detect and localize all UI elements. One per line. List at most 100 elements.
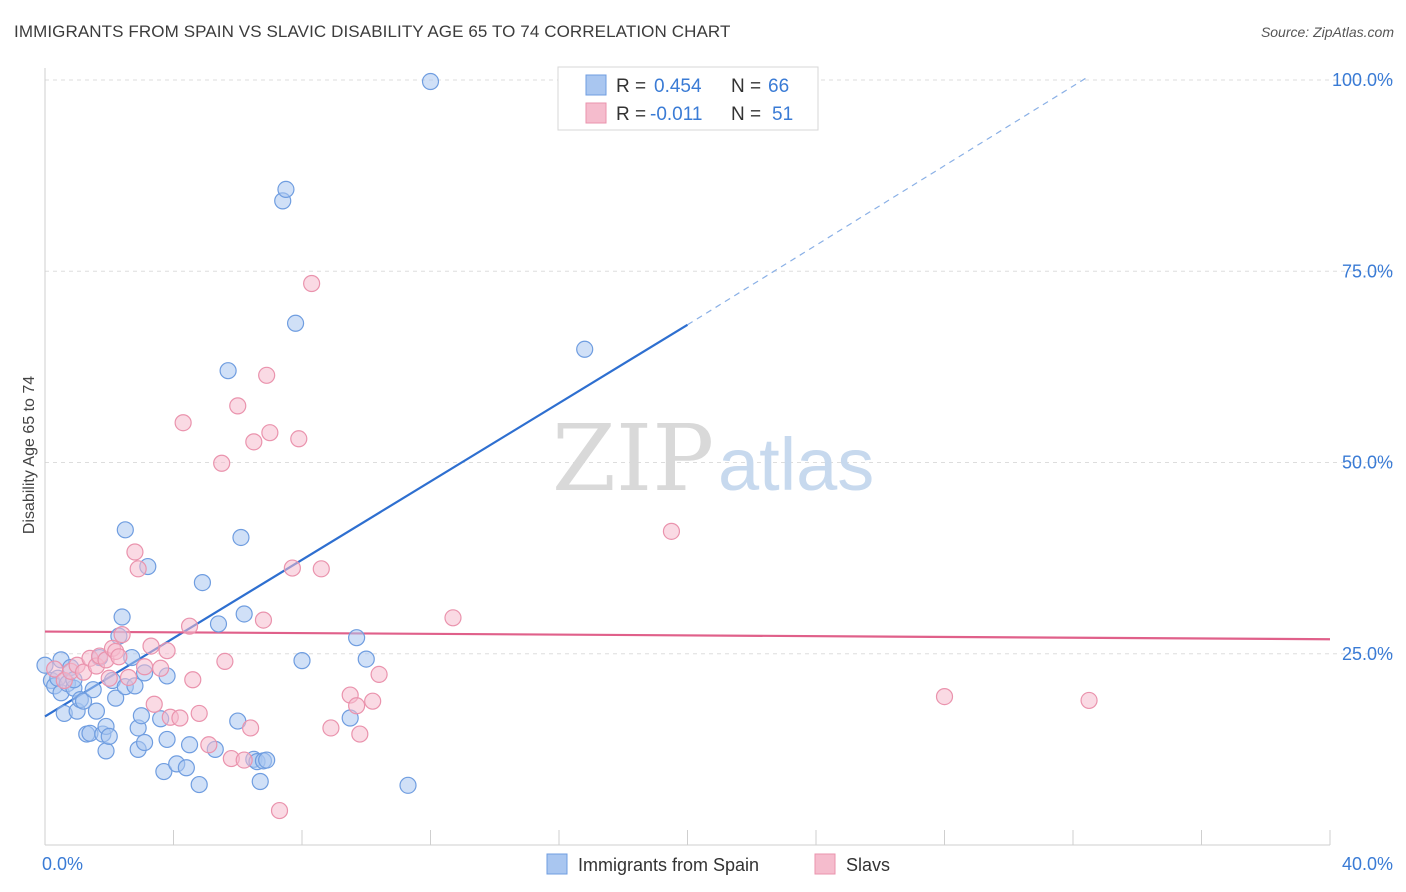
slavs-point [370, 665, 388, 684]
stats-r-value-spain: 0.454 [654, 76, 702, 97]
stats-legend-swatch-spain [585, 74, 607, 96]
spain-point [232, 528, 250, 547]
stats-n-label-spain: N = [731, 76, 761, 97]
legend-label-slavs: Slavs [846, 855, 890, 875]
slavs-point [258, 366, 276, 384]
slavs-point [444, 609, 462, 627]
y-tick-label: 100.0% [1332, 70, 1393, 90]
spain-point [286, 314, 305, 332]
spain-point [177, 759, 195, 777]
spain-point [258, 751, 276, 769]
slavs-point [129, 560, 147, 578]
legend-swatch-slavs [814, 853, 836, 875]
slavs-point [190, 704, 208, 723]
spain-point [100, 727, 118, 745]
slavs-point [283, 559, 301, 577]
slavs-point [158, 642, 176, 660]
watermark-atlas: atlas [718, 423, 874, 506]
legend-swatch-spain [546, 853, 568, 875]
y-axis-label: Disability Age 65 to 74 [21, 376, 38, 534]
stats-r-label-slavs: R = [616, 104, 646, 125]
spain-point [155, 762, 173, 781]
spain-point [190, 775, 208, 794]
spain-point [348, 629, 366, 647]
slavs-point [135, 658, 154, 676]
slavs-point [312, 560, 330, 578]
data-points [36, 72, 1098, 820]
slavs-point [322, 719, 340, 737]
slavs-point [126, 543, 144, 561]
slavs-point [200, 736, 218, 754]
source-credit: Source: ZipAtlas.com [1260, 24, 1394, 40]
slavs-point [171, 709, 189, 727]
slavs-point [152, 659, 170, 677]
spain-point [421, 72, 440, 91]
stats-r-value-slavs: -0.011 [650, 104, 702, 125]
slavs-point [110, 648, 128, 666]
y-tick-label: 75.0% [1342, 261, 1393, 281]
slavs-point [174, 414, 192, 432]
tick-labels: 25.0% 50.0% 75.0% 100.0% 0.0% 40.0% [42, 70, 1393, 874]
slavs-point [113, 626, 131, 644]
slavs-point [935, 687, 954, 706]
spain-point [293, 652, 311, 670]
slavs-point [180, 617, 199, 635]
slavs-point [270, 801, 289, 820]
slavs-point [351, 725, 369, 743]
slavs-trend-line [44, 630, 1331, 641]
spain-point [135, 733, 154, 752]
y-tick-label: 25.0% [1342, 644, 1393, 664]
spain-point [219, 362, 237, 380]
slavs-point [229, 397, 247, 415]
spain-point [158, 730, 176, 749]
spain-point [357, 650, 375, 668]
slavs-point [261, 424, 279, 442]
slavs-point [184, 671, 202, 689]
stats-legend: R = 0.454 N = 66 R = -0.011 N = 51 [557, 66, 819, 131]
spain-point [84, 681, 102, 699]
slavs-point [216, 652, 234, 671]
spain-point [107, 689, 125, 707]
stats-n-value-spain: 66 [768, 76, 789, 97]
x-tick-label: 0.0% [42, 854, 83, 874]
chart-title: IMMIGRANTS FROM SPAIN VS SLAVIC DISABILI… [14, 22, 731, 41]
spain-point [87, 702, 106, 720]
slavs-point [213, 454, 231, 472]
slavs-point [348, 697, 366, 715]
spain-point [277, 180, 295, 198]
slavs-point [364, 692, 382, 710]
slavs-point [242, 719, 260, 737]
spain-point [113, 608, 131, 626]
stats-r-label-spain: R = [616, 76, 646, 97]
slavs-point [245, 433, 263, 451]
spain-point [74, 692, 93, 710]
y-tick-label: 50.0% [1342, 453, 1393, 473]
slavs-point [1080, 691, 1098, 710]
bottom-legend: Immigrants from Spain Slavs [546, 853, 890, 875]
spain-point [97, 742, 115, 760]
spain-point [209, 615, 228, 633]
slavs-point [662, 522, 681, 540]
grid-lines [45, 79, 1395, 655]
slavs-point [235, 751, 253, 769]
slavs-point [303, 274, 321, 293]
spain-point [576, 340, 594, 358]
spain-point [193, 574, 212, 592]
spain-point [251, 772, 269, 791]
spain-trend-extension [687, 75, 1090, 326]
spain-point [235, 605, 253, 623]
stats-n-label-slavs: N = [731, 104, 761, 125]
slavs-point [119, 668, 138, 687]
spain-point [180, 736, 199, 754]
spain-point [116, 521, 134, 539]
trend-lines [44, 75, 1331, 718]
stats-n-value-slavs: 51 [772, 104, 793, 125]
spain-point [132, 707, 150, 725]
slavs-point [100, 669, 118, 687]
watermark-zip: ZIP [552, 405, 714, 512]
spain-point [399, 776, 417, 794]
stats-legend-swatch-slavs [585, 102, 607, 124]
slavs-point [142, 637, 160, 655]
x-tick-label: 40.0% [1342, 854, 1393, 874]
